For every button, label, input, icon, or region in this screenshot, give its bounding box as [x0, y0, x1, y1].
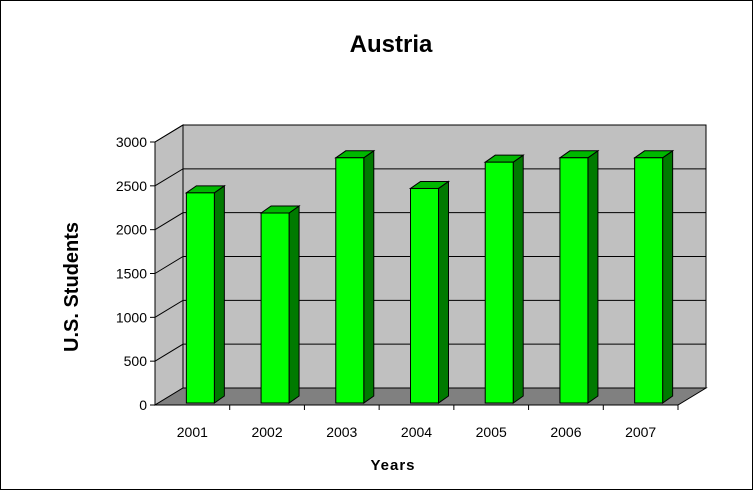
bar: [335, 157, 365, 404]
bar-side: [662, 149, 674, 404]
plot-area: 0 500 1000 1500 2000 2500 3000 2001 2002 2003 2004…: [116, 124, 708, 440]
bar-side: [213, 184, 225, 404]
x-axis-title: Years: [370, 457, 415, 474]
x-tick-label: 2002: [251, 424, 282, 440]
x-tick-label: 2006: [550, 424, 581, 440]
gridline: [154, 343, 706, 362]
y-tick-label: 1000: [116, 309, 147, 325]
x-tick-label: 2005: [476, 424, 507, 440]
bar: [410, 187, 439, 404]
x-tick-label: 2007: [625, 424, 656, 440]
y-tick-label: 500: [124, 353, 148, 369]
gridline: [154, 299, 706, 318]
bar: [185, 192, 215, 404]
y-tick-label: 3000: [116, 134, 147, 150]
x-tick-label: 2004: [401, 424, 432, 440]
bar-side: [363, 149, 375, 404]
gridline: [154, 168, 706, 187]
bar-side: [512, 154, 524, 404]
bar: [634, 157, 664, 404]
bar: [484, 161, 514, 404]
y-tick-label: 2000: [116, 222, 147, 238]
bar: [559, 157, 589, 404]
gridline: [154, 124, 706, 143]
y-tick-label: 1500: [116, 266, 147, 282]
bar-side: [587, 149, 599, 404]
gridline: [154, 212, 706, 231]
x-tick-label: 2001: [177, 424, 208, 440]
chart-title: Austria: [350, 31, 433, 58]
x-tick-label: 2003: [326, 424, 357, 440]
bar: [260, 212, 290, 404]
y-axis-title: U.S. Students: [61, 222, 83, 352]
bar-side: [438, 180, 449, 404]
bar-side: [288, 205, 300, 404]
y-tick-label: 2500: [116, 178, 147, 194]
y-tick-label: 0: [139, 397, 147, 413]
gridline: [154, 256, 706, 274]
